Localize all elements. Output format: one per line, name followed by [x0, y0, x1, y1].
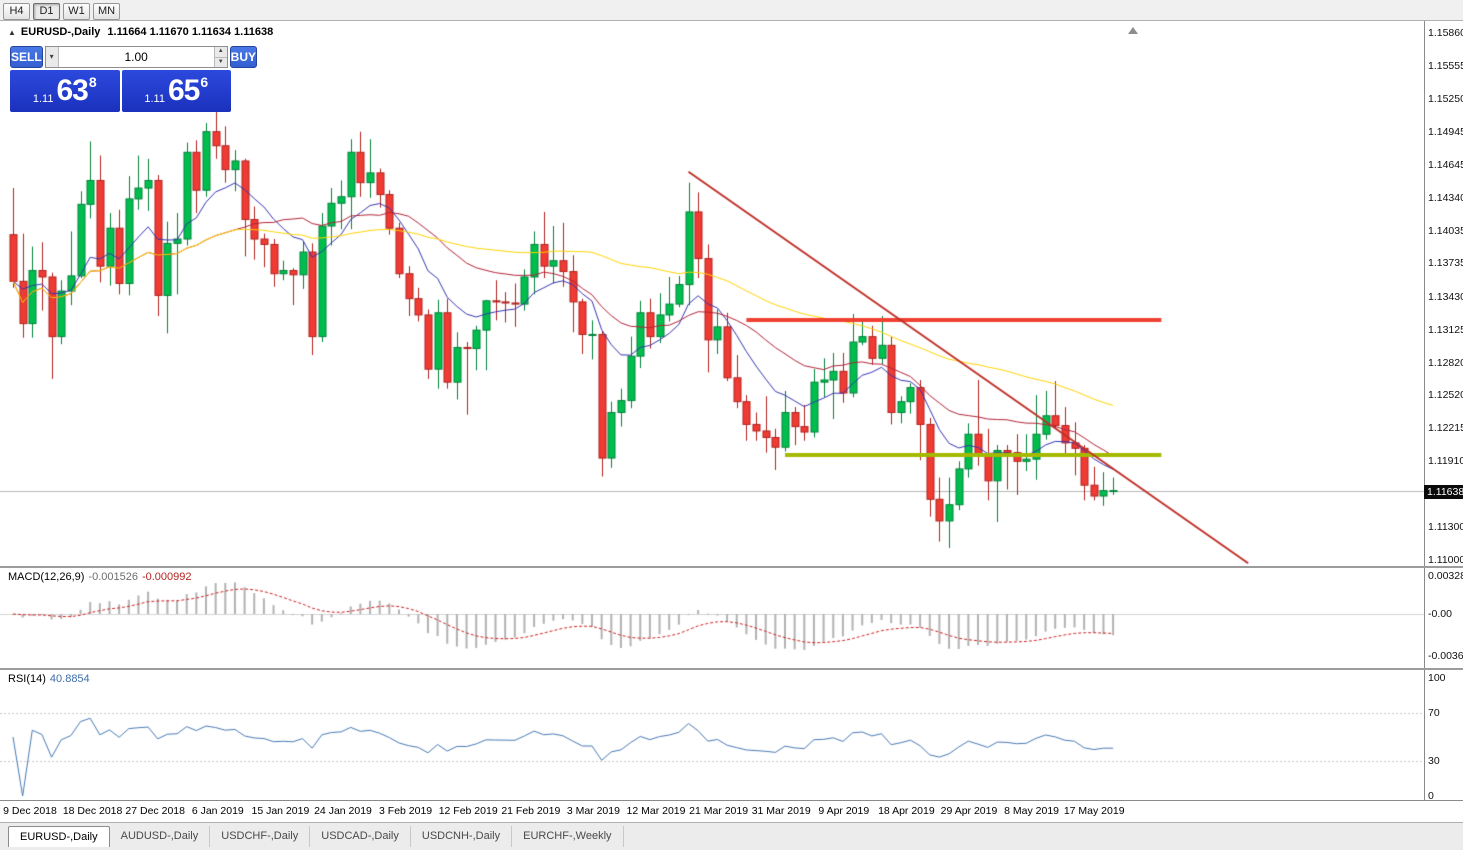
- price-axis-label: 1.14340: [1428, 191, 1463, 204]
- date-axis-label: 15 Jan 2019: [251, 805, 310, 817]
- timeframe-button-mn[interactable]: MN: [93, 2, 120, 20]
- price-axis-label: 1.15250: [1428, 93, 1463, 106]
- date-axis-label: 3 Feb 2019: [379, 805, 433, 817]
- volume-spin-up-icon[interactable]: ▲: [214, 47, 227, 58]
- chart-tab-eurchf-weekly[interactable]: EURCHF-,Weekly: [512, 826, 624, 847]
- price-axis[interactable]: 1.15860 1.15555 1.15250 1.14945 1.14645 1.143…: [1424, 21, 1463, 566]
- chart-title: ▲ EURUSD-,Daily 1.11664 1.11670 1.11634 1.…: [8, 26, 273, 38]
- date-axis-label: 18 Apr 2019: [878, 805, 935, 817]
- rsi-canvas[interactable]: [0, 670, 1424, 800]
- current-price-tag: 1.11638: [1424, 484, 1463, 499]
- price-axis-label: 1.11910: [1428, 455, 1463, 468]
- rsi-axis[interactable]: 100 70 30 0: [1424, 670, 1463, 802]
- timeframe-button-w1[interactable]: W1: [63, 2, 90, 20]
- rsi-axis-label: 0: [1428, 790, 1434, 802]
- price-axis-label: 1.13125: [1428, 323, 1463, 336]
- price-axis-label: 1.12520: [1428, 389, 1463, 402]
- sell-price-display[interactable]: 1.11 63 8: [10, 70, 120, 112]
- rsi-axis-label: 70: [1428, 707, 1440, 720]
- price-axis-label: 1.15555: [1428, 60, 1463, 73]
- price-axis-label: 1.11300: [1428, 521, 1463, 534]
- timeframe-button-d1[interactable]: D1: [33, 2, 60, 20]
- date-axis-label: 12 Mar 2019: [626, 805, 686, 817]
- date-axis-label: 18 Dec 2018: [62, 805, 123, 817]
- date-axis-label: 8 May 2019: [1004, 805, 1060, 817]
- price-axis-label: 1.11000: [1428, 554, 1463, 566]
- sell-price-pip-digit: 8: [88, 74, 97, 90]
- rsi-axis-label: 100: [1428, 672, 1446, 684]
- date-axis-label: 27 Dec 2018: [125, 805, 185, 817]
- macd-canvas[interactable]: [0, 568, 1424, 668]
- timeframe-button-h4[interactable]: H4: [3, 2, 30, 20]
- macd-axis-label: -0.00: [1428, 608, 1452, 620]
- collapse-arrow-icon[interactable]: ▲: [8, 28, 16, 37]
- date-axis-label: 3 Mar 2019: [566, 805, 620, 817]
- price-axis-label: 1.12820: [1428, 356, 1463, 369]
- date-axis-label: 31 Mar 2019: [751, 805, 811, 817]
- macd-axis[interactable]: 0.003287 -0.00 -0.003651: [1424, 568, 1463, 668]
- date-axis-label: 21 Mar 2019: [689, 805, 749, 817]
- price-axis-label: 1.15860: [1428, 27, 1463, 39]
- pane-splitter[interactable]: [0, 566, 1463, 568]
- price-axis-label: 1.12215: [1428, 422, 1463, 435]
- macd-pane: 0.003287-0.00-0.003651 MACD(12,26,9)-0.0…: [0, 568, 1463, 668]
- volume-spinner: ▲ ▼: [213, 47, 227, 67]
- rsi-axis-label: 30: [1428, 754, 1440, 767]
- volume-control: ▾ ▲ ▼: [44, 46, 228, 68]
- chart-ohlc-values: 1.11664 1.11670 1.11634 1.11638: [107, 26, 274, 38]
- macd-main-value: -0.001526: [88, 571, 138, 583]
- one-click-trading-panel: SELL ▾ ▲ ▼ BUY 1.11 63 8 1: [10, 46, 258, 112]
- rsi-label: RSI(14) 40.8854: [8, 673, 90, 685]
- macd-signal-value: -0.000992: [141, 571, 192, 583]
- buy-price-pip-digit: 6: [200, 74, 209, 90]
- main-chart-pane: 1.15860 1.15555 1.15250 1.14945 1.14645 1.143…: [0, 21, 1463, 566]
- price-axis-label: 1.13430: [1428, 290, 1463, 303]
- date-axis-label: 21 Feb 2019: [501, 805, 561, 817]
- price-axis-label: 1.14945: [1428, 126, 1463, 139]
- date-axis-label: 24 Jan 2019: [314, 805, 372, 817]
- volume-spin-down-icon[interactable]: ▼: [214, 57, 227, 67]
- volume-input[interactable]: [58, 47, 214, 67]
- sell-price-prefix: 1.11: [32, 93, 54, 105]
- sell-button[interactable]: SELL: [10, 46, 43, 68]
- chart-tab-usdcad-daily[interactable]: USDCAD-,Daily: [310, 826, 411, 847]
- pane-splitter[interactable]: [0, 668, 1463, 670]
- chart-shift-icon[interactable]: [1128, 27, 1138, 34]
- price-axis-label: 1.14645: [1428, 158, 1463, 171]
- timeframe-toolbar: H4 D1 W1 MN: [0, 0, 1463, 21]
- macd-label: MACD(12,26,9) -0.001526 -0.000992: [8, 571, 192, 583]
- macd-axis-label: 0.003287: [1428, 570, 1463, 583]
- chart-tab-usdcnh-daily[interactable]: USDCNH-,Daily: [411, 826, 513, 847]
- chart-tab-eurusd-daily[interactable]: EURUSD-,Daily: [8, 826, 110, 847]
- chart-symbol-period: EURUSD-,Daily: [20, 26, 101, 38]
- volume-dropdown-icon[interactable]: ▾: [45, 47, 59, 67]
- main-chart-canvas[interactable]: [0, 21, 1424, 566]
- date-axis[interactable]: 9 Dec 2018 18 Dec 2018 27 Dec 2018 6 Jan 20…: [0, 800, 1463, 822]
- date-axis-label: 9 Dec 2018: [3, 805, 57, 817]
- buy-price-prefix: 1.11: [144, 93, 165, 105]
- macd-name: MACD(12,26,9): [8, 571, 85, 583]
- rsi-name: RSI(14): [8, 673, 46, 685]
- chart-tabs-bar: EURUSD-,Daily AUDUSD-,Daily USDCHF-,Daily U…: [0, 822, 1463, 850]
- macd-axis-label: -0.003651: [1428, 649, 1463, 662]
- timeframe-buttons: H4 D1 W1 MN: [3, 1, 123, 20]
- date-axis-label: 6 Jan 2019: [191, 805, 244, 817]
- chart-tab-usdchf-daily[interactable]: USDCHF-,Daily: [210, 826, 311, 847]
- price-axis-label: 1.14035: [1428, 224, 1463, 237]
- sell-price-big-digits: 63: [56, 74, 88, 107]
- date-axis-label: 17 May 2019: [1063, 805, 1125, 817]
- rsi-pane: 100 70 30 0 RSI(14) 40.8854: [0, 670, 1463, 802]
- date-axis-label: 9 Apr 2019: [818, 805, 870, 817]
- date-axis-label: 29 Apr 2019: [940, 805, 998, 817]
- chart-tab-audusd-daily[interactable]: AUDUSD-,Daily: [110, 826, 211, 847]
- buy-price-big-digits: 65: [167, 74, 200, 107]
- price-axis-label: 1.13735: [1428, 257, 1463, 270]
- buy-price-display[interactable]: 1.11 65 6: [121, 70, 231, 112]
- date-axis-label: 12 Feb 2019: [438, 805, 498, 817]
- rsi-value: 40.8854: [49, 673, 90, 685]
- buy-button[interactable]: BUY: [229, 46, 258, 68]
